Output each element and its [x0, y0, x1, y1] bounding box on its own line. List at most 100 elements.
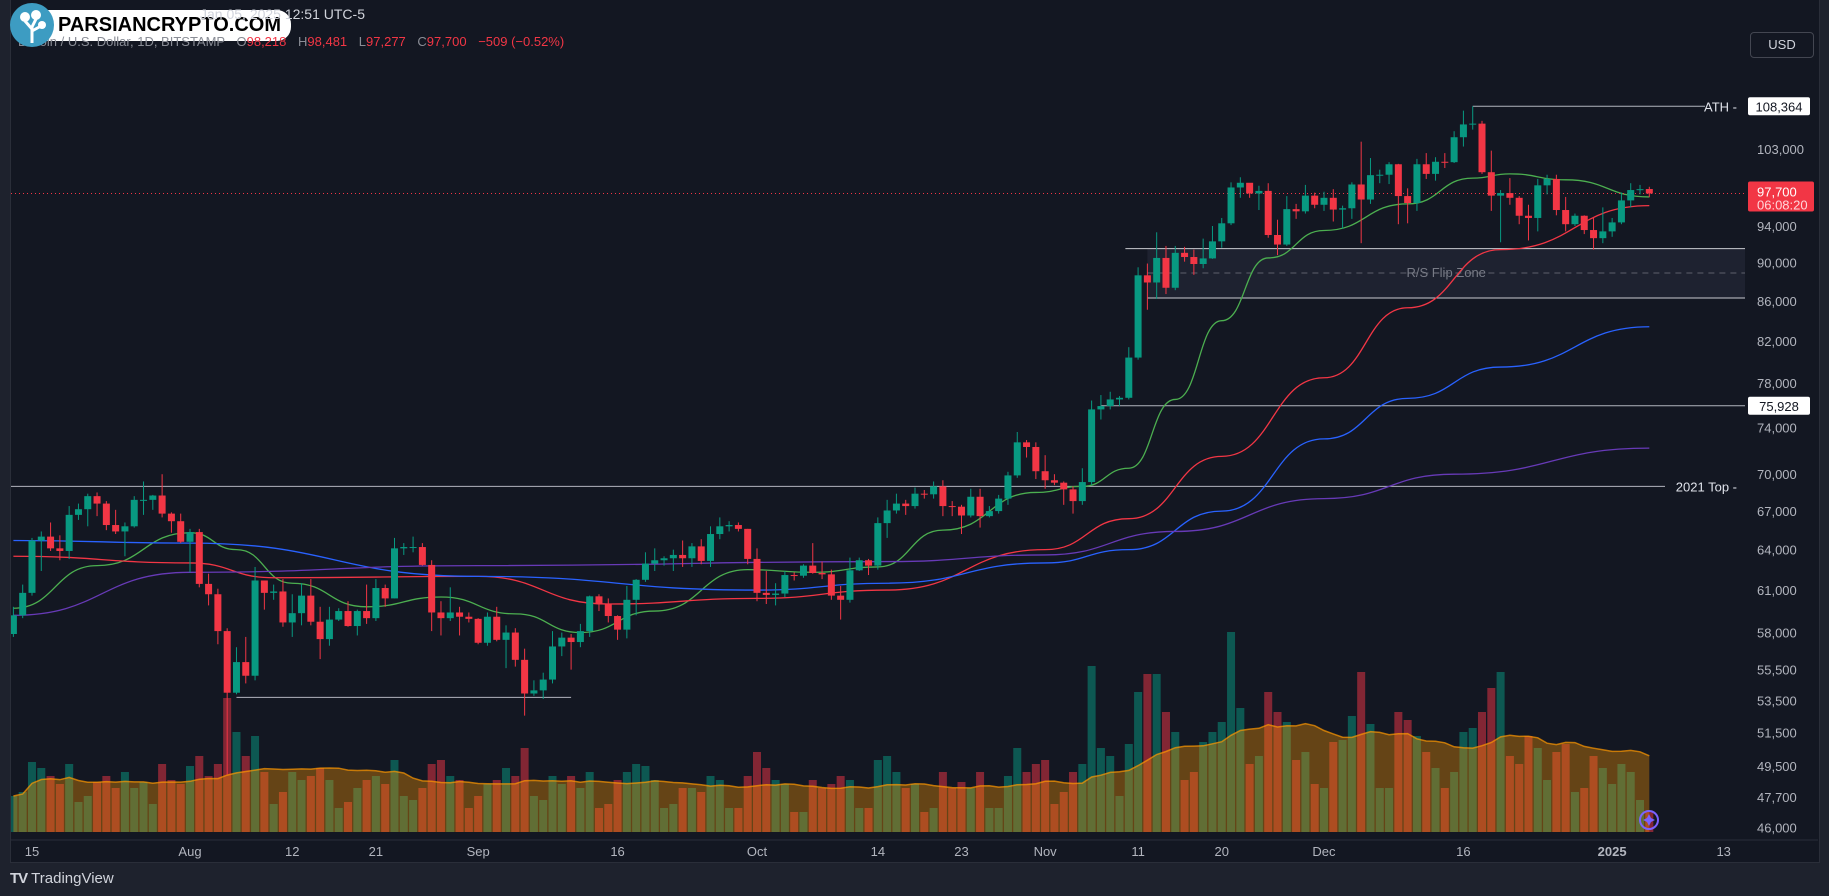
chart-panel[interactable] — [10, 0, 1820, 863]
candle — [799, 564, 807, 578]
candle-body — [1162, 257, 1170, 288]
volume-bar — [855, 808, 864, 832]
sparkle-assistant-icon[interactable] — [1639, 810, 1659, 830]
candle-body — [1153, 257, 1161, 283]
volume-bar — [1069, 772, 1078, 832]
time-tick-label: 13 — [1716, 844, 1730, 859]
candle — [623, 585, 631, 639]
price-tick-label: 47,700 — [1757, 790, 1797, 805]
candle — [11, 606, 17, 637]
price-tick-label: 53,500 — [1757, 694, 1797, 709]
candle — [372, 579, 380, 622]
candle-body — [483, 616, 491, 643]
candle — [428, 560, 436, 632]
candle-body — [1385, 164, 1393, 175]
volume-bar — [901, 788, 910, 832]
candle-body — [530, 690, 538, 694]
volume-bar — [529, 796, 538, 832]
volume-bar — [446, 776, 455, 832]
candle — [65, 506, 73, 559]
volume-bar — [1106, 756, 1115, 832]
time-tick-label: 20 — [1215, 844, 1229, 859]
candle-body — [344, 611, 352, 627]
candle-body — [911, 493, 919, 507]
volume-bar — [65, 764, 74, 832]
candle — [409, 536, 417, 553]
volume-bar — [1580, 788, 1589, 832]
volume-ma-area — [13, 723, 1650, 832]
price-tick-label: 74,000 — [1757, 420, 1797, 435]
candle-body — [502, 632, 510, 640]
candle — [325, 606, 333, 646]
volume-bar — [780, 784, 789, 832]
candle-body — [1227, 187, 1235, 224]
price-tick-label: 58,000 — [1757, 626, 1797, 641]
candle-body — [1376, 174, 1384, 176]
candle-body — [1088, 409, 1096, 483]
level-label: 2021 Top - — [1676, 479, 1737, 494]
volume-bar — [678, 788, 687, 832]
volume-bar — [1171, 732, 1180, 832]
plot-area: R/S Flip Zone — [11, 105, 1745, 832]
candle-body — [660, 558, 668, 561]
volume-bar — [1013, 748, 1022, 832]
candle — [586, 595, 594, 637]
candle — [809, 543, 817, 574]
candle-body — [576, 631, 584, 643]
candle-body — [1524, 215, 1532, 218]
candle-body — [623, 599, 631, 630]
volume-bar — [1394, 712, 1403, 832]
candle — [19, 584, 27, 619]
volume-bar — [74, 802, 83, 832]
candle-body — [205, 583, 213, 595]
candle — [1060, 481, 1068, 505]
candle — [1376, 169, 1384, 184]
candle — [1339, 205, 1347, 229]
currency-button[interactable]: USD — [1750, 32, 1814, 58]
open-value: 98,218 — [246, 34, 287, 49]
candle-body — [1311, 195, 1319, 205]
volume-bar — [539, 800, 548, 832]
candle-body — [158, 495, 166, 514]
volume-bar — [632, 764, 641, 832]
volume-bar — [297, 780, 306, 832]
volume-bar — [1189, 772, 1198, 832]
symbol-title[interactable]: Bitcoin / U.S. Dollar, 1D, BITSTAMP — [18, 34, 225, 49]
candle-body — [558, 637, 566, 647]
candle — [1404, 188, 1412, 224]
candle — [1599, 207, 1607, 244]
candle-body — [855, 560, 863, 571]
volume-bar — [130, 788, 139, 832]
candle-body — [1274, 234, 1282, 245]
candle-body — [883, 510, 891, 524]
tradingview-brand[interactable]: TV TradingView — [10, 870, 114, 887]
candle-body — [521, 659, 529, 694]
level-price-label: 108,364 — [1756, 99, 1803, 114]
volume-bar — [381, 784, 390, 832]
volume-bar — [771, 780, 780, 832]
candle — [1004, 471, 1012, 505]
candle-body — [725, 525, 733, 527]
candle-body — [195, 532, 203, 584]
candle-body — [1218, 223, 1226, 242]
candle-body — [130, 499, 138, 527]
candle — [818, 561, 826, 580]
volume-bar — [790, 812, 799, 832]
candle — [1264, 183, 1272, 238]
candle — [641, 552, 649, 582]
volume-bar — [1543, 780, 1552, 832]
volume-bar — [1217, 722, 1226, 832]
candle — [1394, 163, 1402, 225]
candle-body — [1106, 399, 1114, 407]
candle-body — [1171, 252, 1179, 288]
candle — [242, 636, 250, 684]
candle — [781, 570, 789, 598]
volume-bar — [316, 768, 325, 832]
zone-label: R/S Flip Zone — [1406, 265, 1485, 280]
time-tick-label: Nov — [1034, 844, 1058, 859]
candle-body — [948, 506, 956, 508]
volume-bar — [27, 762, 36, 832]
candle-body — [121, 526, 129, 532]
candle-body — [753, 558, 761, 593]
